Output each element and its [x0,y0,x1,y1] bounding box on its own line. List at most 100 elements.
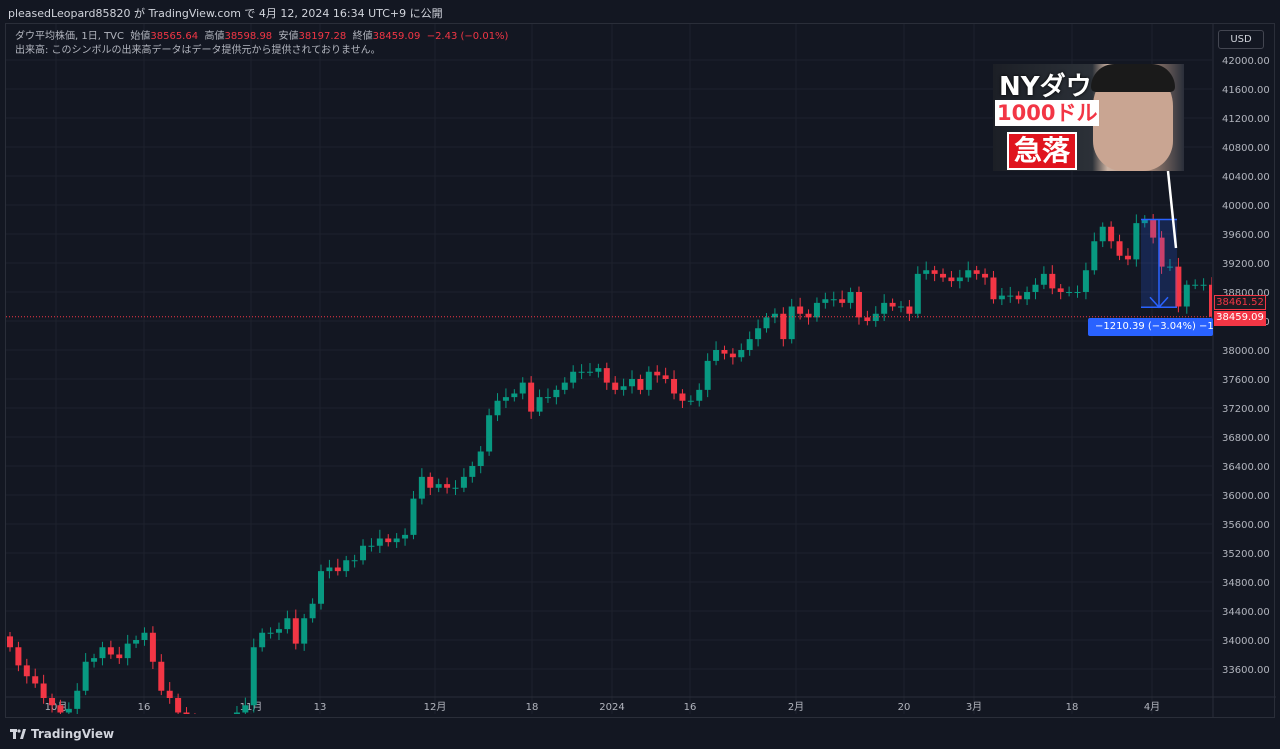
x-tick-label: 20 [898,702,911,713]
x-tick-label: 3月 [966,701,982,713]
y-tick-label: 41600.00 [1222,85,1270,96]
y-tick-label: 37200.00 [1222,404,1270,415]
close-label: 終値 [352,31,373,42]
y-tick-label: 34000.00 [1222,636,1270,647]
candle-body [864,317,871,321]
candle-body [897,306,904,308]
candle-body [1099,226,1106,242]
tradingview-logo[interactable]: TradingView [10,727,114,741]
currency-button[interactable]: USD [1218,30,1264,49]
candle-body [477,451,484,466]
x-tick-label: 16 [684,702,697,713]
candle-body [729,353,736,358]
candle-body [1166,266,1173,268]
candle-body [771,313,778,318]
candle-body [629,379,636,387]
candle-body [233,712,240,714]
low-label: 安値 [278,31,299,42]
y-tick-label: 36400.00 [1222,462,1270,473]
candle-body [1074,292,1081,293]
candle-body [847,292,854,303]
candle-body [561,382,568,390]
measure-arrow-head [1149,296,1169,309]
candle-body [99,647,106,659]
candle-body [1141,219,1148,224]
candle-body [519,382,526,394]
y-tick-label: 38000.00 [1222,346,1270,357]
candle-body [74,690,81,709]
candle-body [738,350,745,358]
candle-body [360,545,367,561]
candle-body [1049,273,1056,289]
candle-body [1192,284,1199,286]
candle-body [544,397,551,399]
candle-body [612,382,619,390]
candle-body [1024,292,1031,300]
y-tick-label: 34400.00 [1222,607,1270,618]
y-tick-label: 35200.00 [1222,549,1270,560]
y-tick-label: 36800.00 [1222,433,1270,444]
candle-body [460,476,467,488]
volume-note: 出来高: このシンボルの出来高データはデータ提供元から提供されておりません。 [15,45,381,56]
candle-body [704,360,711,390]
y-tick-label: 35600.00 [1222,520,1270,531]
candle-body [166,690,173,698]
candle-body [679,393,686,401]
candle-body [158,661,165,691]
x-tick-label: 12月 [424,701,447,713]
candle-body [671,379,678,394]
candle-body [452,487,459,489]
candle-body [275,629,282,633]
candle-body [469,466,476,477]
candle-body [780,313,787,340]
candle-body [133,640,140,644]
candlestick-chart[interactable]: 42000.00 41600.00 41200.00 40800.00 40400.00… [0,0,1280,719]
candle-body [1116,241,1123,256]
candle-body [1032,284,1039,292]
footer-brand: TradingView [31,727,115,741]
open-value: 38565.64 [150,31,199,42]
candle-body [1175,266,1182,307]
candle-body [124,643,131,659]
candle-body [385,538,392,543]
candle-body [284,618,291,630]
y-tick-label: 42000.00 [1222,56,1270,67]
candle-body [713,350,720,361]
candle-body [1108,226,1115,242]
candle-body [822,299,829,303]
candle-body [351,560,358,562]
candle-body [376,538,383,546]
y-tick-label: 37600.00 [1222,375,1270,386]
candle-body [511,393,518,398]
y-tick-label: 40400.00 [1222,172,1270,183]
candle-body [839,299,846,303]
candle-body [435,484,442,488]
high-label: 高値 [204,31,225,42]
candle-body [603,368,610,383]
candle-body [494,400,501,416]
candle-body [7,636,13,648]
candle-body [620,386,627,390]
candle-body [586,371,593,373]
thumbnail-image: NYダウ 1000ドル 急落 [993,64,1184,171]
candle-body [23,665,30,677]
hair-shape [1091,64,1175,92]
candle-body [788,306,795,340]
x-tick-label: 18 [526,702,539,713]
candle-body [536,397,543,412]
candle-body [393,538,400,543]
callout-pointer [1166,170,1178,249]
y-tick-label: 40000.00 [1222,201,1270,212]
candle-body [292,618,299,644]
candle-body [418,476,425,499]
candle-body [570,371,577,383]
candle-body [149,632,156,662]
symbol-name[interactable]: ダウ平均株価, 1日, TVC [15,31,125,42]
symbol-legend: ダウ平均株価, 1日, TVC 始値38565.64 高値38598.98 安値… [15,30,508,58]
candle-body [175,698,182,713]
candle-body [755,328,762,340]
thumbnail-line3: 急落 [1007,132,1078,170]
candle-body [502,397,509,401]
open-label: 始値 [130,31,151,42]
x-tick-label: 4月 [1144,701,1160,713]
